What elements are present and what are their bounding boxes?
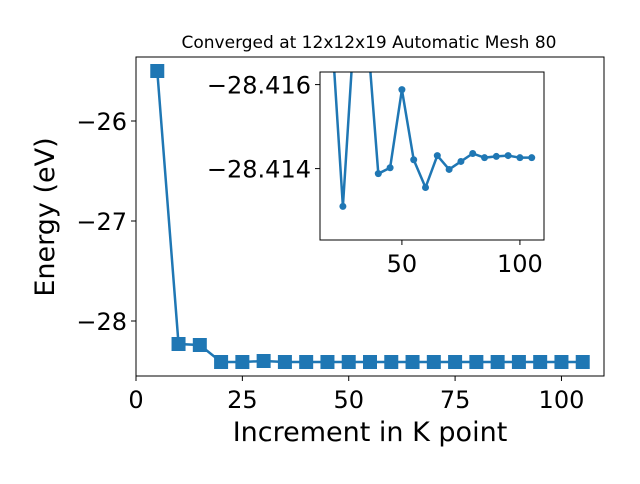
- x-axis-label: Increment in K point: [233, 417, 508, 448]
- x-tick-label: 100: [497, 250, 543, 278]
- marker: [341, 355, 356, 369]
- marker: [516, 154, 524, 162]
- x-tick-label: 50: [333, 386, 364, 414]
- marker: [192, 338, 207, 352]
- marker: [351, 18, 358, 25]
- marker: [299, 355, 314, 369]
- marker: [504, 152, 512, 160]
- marker: [492, 152, 500, 160]
- marker: [235, 355, 250, 369]
- marker: [398, 86, 406, 94]
- marker: [328, 18, 335, 25]
- marker: [256, 354, 271, 368]
- marker: [433, 152, 441, 160]
- marker: [339, 202, 347, 210]
- y-tick-label: −28: [76, 308, 127, 336]
- marker: [386, 164, 394, 172]
- marker: [490, 355, 505, 369]
- marker: [277, 355, 292, 369]
- marker: [214, 355, 229, 369]
- marker: [575, 355, 590, 369]
- y-axis-label: Energy (eV): [30, 137, 61, 296]
- marker: [448, 355, 463, 369]
- marker: [171, 337, 186, 351]
- y-tick-label: −28.416: [207, 72, 311, 100]
- marker: [511, 355, 526, 369]
- plot-clip: [150, 64, 590, 369]
- axes-frame: [135, 56, 605, 377]
- marker: [445, 165, 453, 173]
- marker: [469, 149, 477, 157]
- y-tick-label: −26: [76, 108, 127, 136]
- marker: [481, 154, 489, 162]
- plot-clip: [328, 18, 536, 210]
- marker: [457, 157, 465, 165]
- marker: [363, 18, 370, 25]
- y-tick-label: −27: [76, 208, 127, 236]
- marker: [363, 355, 377, 369]
- marker: [150, 64, 165, 78]
- marker: [528, 154, 536, 162]
- x-tick-label: 75: [440, 386, 471, 414]
- x-tick-label: 0: [128, 386, 143, 414]
- y-tick-label: −28.414: [207, 156, 311, 184]
- chart-title: Converged at 12x12x19 Automatic Mesh 80: [182, 33, 557, 53]
- marker: [469, 355, 484, 369]
- marker: [320, 355, 335, 369]
- marker: [410, 156, 418, 164]
- marker: [426, 355, 441, 369]
- marker: [554, 355, 569, 369]
- marker: [374, 170, 382, 178]
- marker: [533, 355, 548, 369]
- x-tick-label: 100: [539, 386, 585, 414]
- marker: [384, 355, 399, 369]
- axes-frame: [319, 71, 545, 241]
- x-tick-label: 50: [387, 250, 418, 278]
- x-tick-label: 25: [227, 386, 258, 414]
- marker: [405, 355, 420, 369]
- marker: [422, 184, 430, 191]
